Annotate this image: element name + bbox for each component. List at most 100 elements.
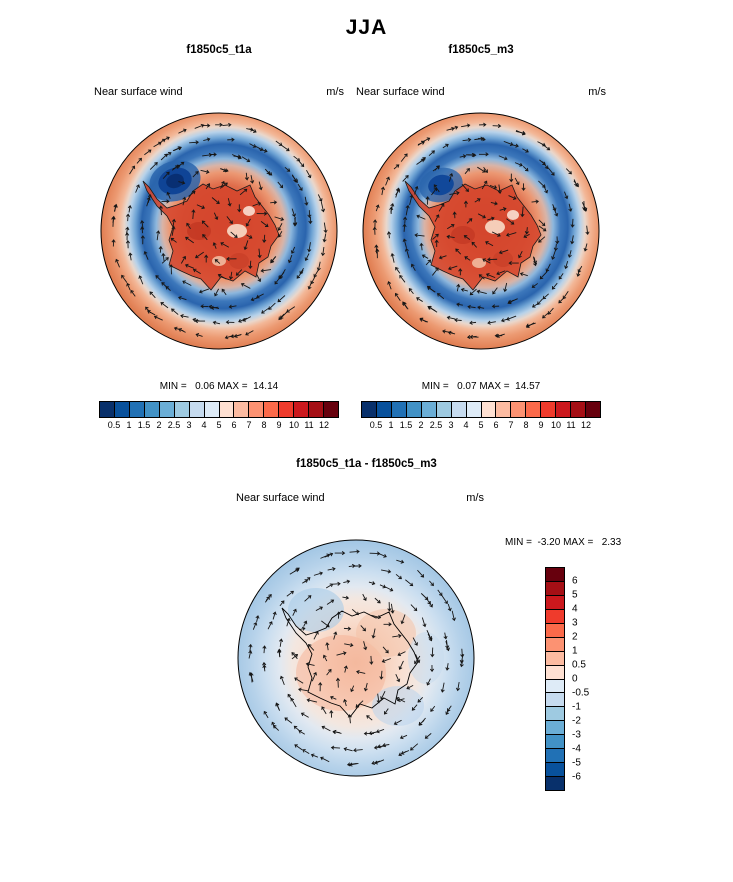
colorbar-cell [546,622,564,637]
colorbar-tick: 2 [156,420,162,430]
colorbar-cell [143,402,159,417]
colorbar-cell [546,734,564,749]
colorbar-cell [546,692,564,707]
colorbar-cell [248,402,264,417]
colorbar-cell [203,402,219,417]
colorbar-tick: 5 [572,589,578,601]
colorbar-tick: 5 [478,420,484,430]
colorbar-cell [546,650,564,665]
colorbar-cell [308,402,324,417]
colorbar-m3 [361,401,601,418]
panel-t1a: f1850c5_t1a Near surface wind m/s MIN = … [88,44,350,434]
colorbar-tick: 0.5 [369,420,383,430]
colorbar-cell [546,594,564,609]
colorbar-tick: 0 [572,673,578,685]
colorbar-tick: 1 [126,420,132,430]
colorbar-tick: 11 [304,420,314,430]
colorbar-tick: -2 [572,715,581,727]
colorbar-cell [263,402,279,417]
colorbar-cell [510,402,526,417]
colorbar-tick: 2.5 [429,420,443,430]
colorbar-cell [278,402,294,417]
colorbar-tick: -5 [572,757,581,769]
polar-map-m3 [362,112,600,350]
colorbar-cell [233,402,249,417]
colorbar-tick: 5 [216,420,222,430]
field-label: Near surface wind [94,86,183,98]
colorbar-cell [546,720,564,735]
colorbar-tick: 12 [580,420,592,430]
field-label: Near surface wind [236,492,325,504]
colorbar-cell [546,678,564,693]
colorbar-cell [546,776,564,790]
colorbar-cell [555,402,571,417]
colorbar-cell [158,402,174,417]
colorbar-tick: 6 [231,420,237,430]
colorbar-tick: -1 [572,701,581,713]
colorbar-cell [188,402,204,417]
colorbar-tick: 3 [448,420,454,430]
colorbar-tick: 2.5 [167,420,181,430]
colorbar-cell [293,402,309,417]
colorbar-cell [405,402,421,417]
panel-title-t1a: f1850c5_t1a [186,44,252,56]
colorbar-t1a [99,401,339,418]
colorbar-tick: 11 [566,420,576,430]
colorbar-tick-labels-t1a: 0.5 1 1.5 2 2.5 3 4 5 6 7 8 9 10 11 12 [99,420,339,434]
wind-vector-arrows [248,549,465,767]
colorbar-tick: 8 [261,420,267,430]
colorbar-cell [390,402,406,417]
colorbar-cell [525,402,541,417]
colorbar-tick: 10 [550,420,562,430]
colorbar-tick: 7 [508,420,514,430]
colorbar-tick: -6 [572,771,581,783]
colorbar-tick: 12 [318,420,330,430]
panel-m3: f1850c5_m3 Near surface wind m/s MIN = 0… [350,44,612,434]
colorbar-tick: 4 [463,420,469,430]
colorbar-wrap-m3: 0.5 1 1.5 2 2.5 3 4 5 6 7 8 9 10 11 12 [361,401,601,434]
wind-vector-arrows [111,122,328,340]
units-label: m/s [588,86,606,98]
panel-title-diff: f1850c5_t1a - f1850c5_m3 [296,458,437,470]
colorbar-cell [480,402,496,417]
colorbar-tick: 8 [523,420,529,430]
colorbar-cell [585,402,600,417]
colorbar-tick: 1.5 [399,420,413,430]
field-row: Near surface wind m/s [88,86,350,100]
colorbar-cell [546,748,564,763]
polar-map-t1a [100,112,338,350]
colorbar-cell [128,402,144,417]
colorbar-tick: 0.5 [107,420,121,430]
colorbar-tick: 1 [572,645,578,657]
figure-title: JJA [345,16,388,39]
colorbar-tick: -0.5 [572,687,590,699]
units-label: m/s [466,492,484,504]
colorbar-tick-labels-diff: 6 5 4 3 2 1 0.5 0 -0.5 -1 -2 -3 -4 -5 -6 [572,567,608,791]
colorbar-tick: 6 [493,420,499,430]
field-label: Near surface wind [356,86,445,98]
colorbar-cell [173,402,189,417]
wind-vector-arrows [372,122,590,340]
field-row: Near surface wind m/s [350,86,612,100]
colorbar-cell [450,402,466,417]
colorbar-cell [113,402,129,417]
colorbar-cell [546,762,564,777]
stats-minmax-m3: MIN = 0.07 MAX = 14.57 [421,381,541,392]
colorbar-diff [545,567,565,791]
colorbar-tick: -3 [572,729,581,741]
field-row-diff: Near surface wind m/s [230,492,490,506]
units-label: m/s [326,86,344,98]
colorbar-tick: 6 [572,575,578,587]
colorbar-cell [100,402,114,417]
colorbar-wrap-t1a: 0.5 1 1.5 2 2.5 3 4 5 6 7 8 9 10 11 12 [99,401,339,434]
colorbar-cell [546,706,564,721]
colorbar-tick: 3 [186,420,192,430]
colorbar-tick: 0.5 [572,659,586,671]
colorbar-cell [546,568,564,581]
colorbar-cell [546,608,564,623]
colorbar-cell [420,402,436,417]
colorbar-tick: 3 [572,617,578,629]
colorbar-tick: 1 [388,420,394,430]
colorbar-tick: -4 [572,743,581,755]
